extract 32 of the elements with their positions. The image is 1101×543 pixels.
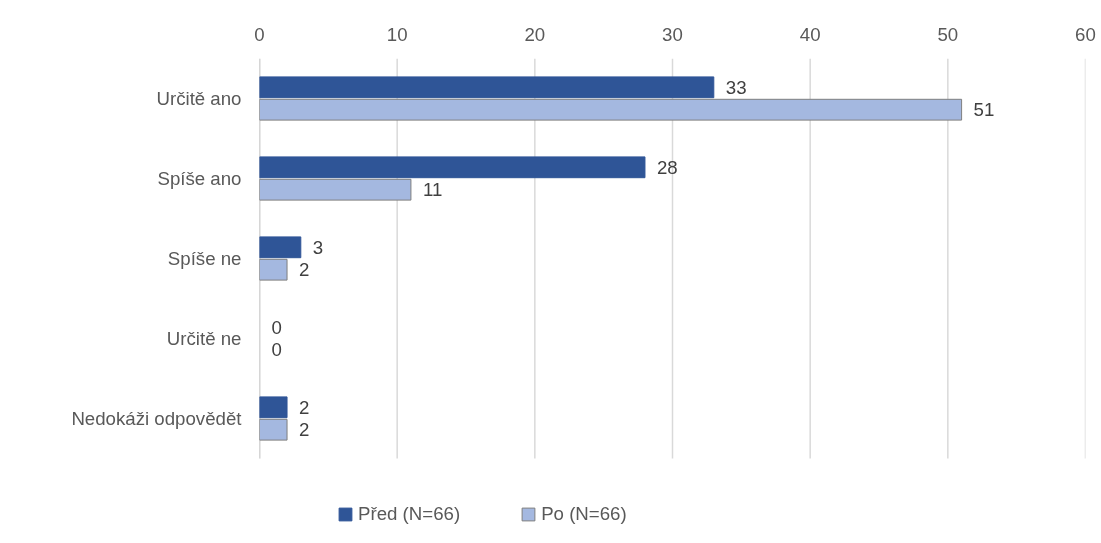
x-tick-label: 20 — [524, 23, 546, 45]
bar — [259, 98, 963, 121]
y-tick-label: Nedokáži odpovědět — [71, 408, 243, 429]
data-label: 33 — [725, 76, 747, 98]
legend-label: Po (N=66) — [541, 503, 627, 525]
y-tick-label: Určitě ano — [156, 88, 242, 109]
y-tick-label: Spíše ne — [167, 248, 242, 269]
x-tick-label: 0 — [254, 23, 265, 45]
legend-label: Před (N=66) — [358, 503, 461, 525]
data-label: 2 — [299, 419, 310, 441]
data-label: 0 — [271, 339, 282, 361]
x-tick-label: 50 — [937, 23, 959, 45]
data-label: 28 — [656, 156, 678, 178]
bar — [259, 418, 288, 441]
bar — [259, 236, 302, 259]
data-label: 11 — [422, 179, 443, 201]
data-label: 51 — [973, 99, 995, 121]
bar — [259, 258, 288, 281]
data-label: 0 — [271, 316, 282, 338]
bar — [259, 156, 646, 179]
bar — [259, 396, 288, 419]
x-tick-label: 40 — [799, 23, 821, 45]
data-label: 2 — [299, 396, 310, 418]
x-tick-label: 10 — [386, 23, 408, 45]
data-label: 3 — [312, 236, 324, 258]
x-tick-label: 60 — [1075, 23, 1096, 45]
bar — [259, 76, 715, 99]
data-label: 2 — [299, 259, 310, 281]
bar — [259, 178, 412, 201]
y-tick-label: Určitě ne — [166, 328, 242, 349]
y-tick-label: Spíše ano — [157, 168, 242, 189]
x-tick-label: 30 — [662, 23, 683, 45]
